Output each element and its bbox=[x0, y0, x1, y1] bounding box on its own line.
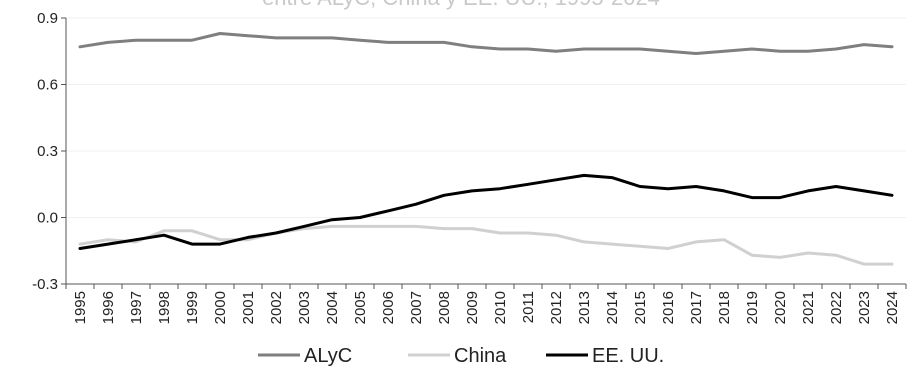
x-tick-label: 2018 bbox=[716, 291, 733, 324]
legend-label: EE. UU. bbox=[592, 345, 664, 367]
x-tick-label: 2003 bbox=[296, 291, 313, 324]
x-tick-label: 2013 bbox=[576, 291, 593, 324]
x-tick-label: 1996 bbox=[100, 291, 117, 324]
x-tick-label: 2002 bbox=[268, 291, 285, 324]
x-tick-label: 2021 bbox=[800, 291, 817, 324]
x-tick-label: 2009 bbox=[464, 291, 481, 324]
x-tick-label: 2006 bbox=[380, 291, 397, 324]
x-tick-label: 2023 bbox=[856, 291, 873, 324]
series-line-2 bbox=[78, 224, 894, 266]
x-tick-label: 2016 bbox=[660, 291, 677, 324]
x-tick-label: 2015 bbox=[632, 291, 649, 324]
x-tick-label: 1999 bbox=[184, 291, 201, 324]
x-tick-label: 2007 bbox=[408, 291, 425, 324]
y-tick-label: 0.3 bbox=[37, 143, 58, 160]
x-tick-label: 2004 bbox=[324, 291, 341, 324]
x-tick-label: 1995 bbox=[72, 291, 89, 324]
x-tick-label: 2005 bbox=[352, 291, 369, 324]
x-tick-label: 2000 bbox=[212, 291, 229, 324]
chart-series bbox=[78, 32, 894, 266]
x-tick-label: 2011 bbox=[520, 291, 537, 323]
x-tick-label: 1998 bbox=[156, 291, 173, 324]
chart-legend: ALyC China EE. UU. bbox=[258, 345, 664, 367]
x-tick-label: 2024 bbox=[884, 291, 901, 324]
x-tick-label: 2012 bbox=[548, 291, 565, 324]
y-tick-label: 0.6 bbox=[37, 77, 58, 94]
x-tick-label: 2001 bbox=[240, 291, 257, 324]
y-tick-label: 0.0 bbox=[37, 210, 58, 227]
x-tick-label: 1997 bbox=[128, 291, 145, 324]
y-tick-label: 0.9 bbox=[37, 10, 58, 27]
series-line-1 bbox=[78, 32, 894, 55]
chart-title: entre ALyC, China y EE. UU., 1995-2024 bbox=[0, 0, 922, 11]
x-tick-label: 2008 bbox=[436, 291, 453, 324]
legend-label: ALyC bbox=[304, 345, 352, 367]
y-axis-ticks: -0.3 0.0 0.3 0.6 0.9 bbox=[32, 10, 66, 293]
x-tick-label: 2014 bbox=[604, 291, 621, 324]
x-tick-label: 2010 bbox=[492, 291, 509, 324]
x-axis-ticks: 1995 1996 1997 1998 1999 2000 2001 2002 2003 2004… bbox=[65, 284, 907, 324]
x-tick-label: 2017 bbox=[688, 291, 705, 324]
y-tick-label: -0.3 bbox=[32, 276, 58, 293]
x-tick-label: 2022 bbox=[828, 291, 845, 324]
series-line-3 bbox=[78, 173, 894, 250]
x-tick-label: 2019 bbox=[744, 291, 761, 324]
x-tick-label: 2020 bbox=[772, 291, 789, 324]
legend-label: China bbox=[454, 345, 507, 367]
